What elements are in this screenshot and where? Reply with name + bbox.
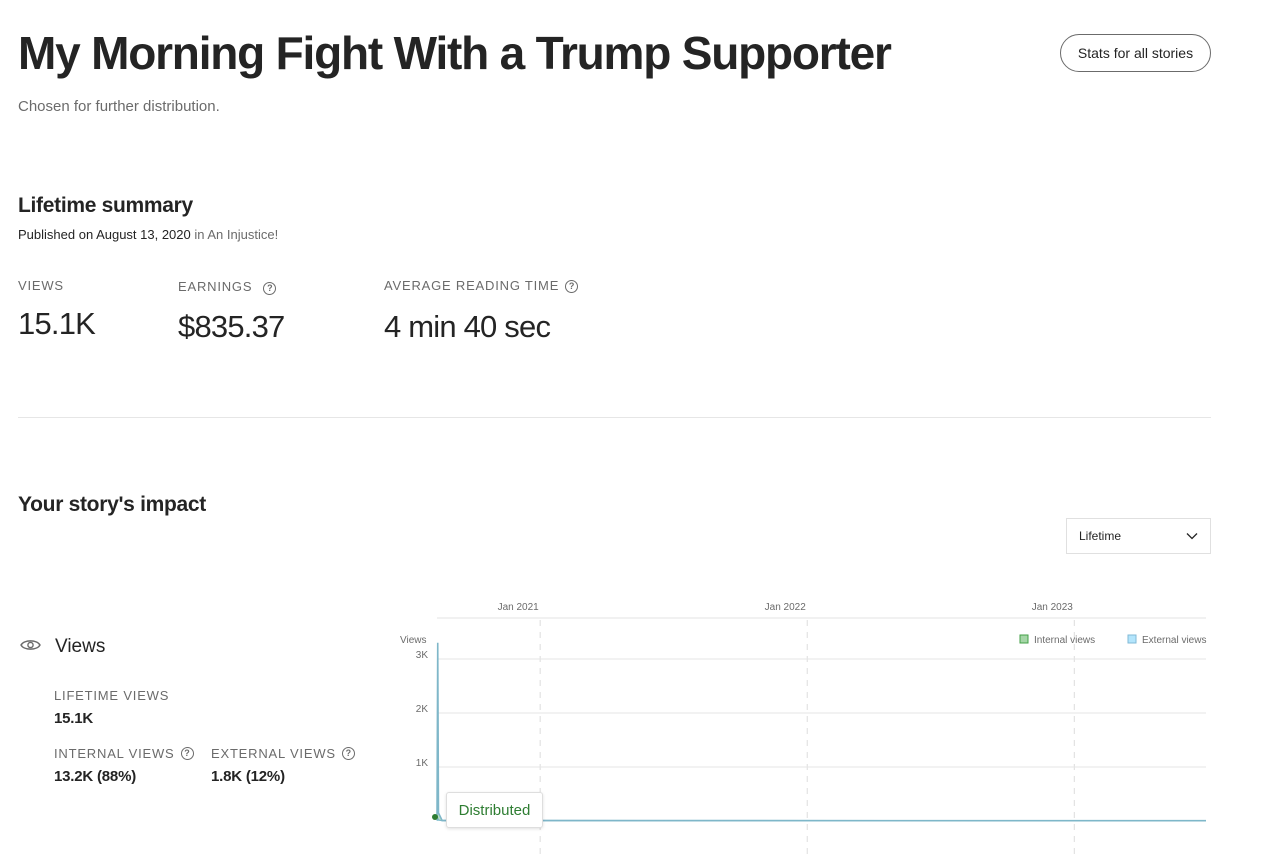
story-impact-heading: Your story's impact [18, 493, 206, 516]
period-select-value: Lifetime [1079, 529, 1122, 543]
legend-internal-views-swatch [1019, 634, 1029, 644]
views-title: Views [55, 636, 106, 657]
y-tick-label: 2K [416, 704, 429, 715]
internal-views-label-text: INTERNAL VIEWS [54, 746, 175, 761]
help-icon[interactable]: ? [341, 747, 355, 760]
internal-views-area [437, 642, 1206, 821]
story-title: My Morning Fight With a Trump Supporter [18, 27, 892, 79]
external-views-value: 1.8K (12%) [211, 768, 285, 785]
earnings-metric-label: EARNINGS? [178, 278, 277, 295]
views-label-text: VIEWS [18, 278, 64, 293]
views-section-header: Views [20, 636, 105, 658]
earnings-metric-value: $835.37 [178, 309, 285, 344]
chevron-down-icon [1186, 529, 1198, 543]
external-views-label: EXTERNAL VIEWS? [211, 746, 355, 761]
x-tick-label: Jan 2022 [765, 602, 807, 613]
section-divider [18, 417, 1211, 418]
external-views-line [436, 815, 1207, 822]
lifetime-views-value: 15.1K [54, 710, 94, 727]
internal-views-line [436, 642, 1207, 822]
stats-for-all-stories-button[interactable]: Stats for all stories [1060, 34, 1211, 72]
distribution-status: Chosen for further distribution. [18, 98, 220, 115]
help-icon[interactable]: ? [565, 280, 579, 293]
legend-external-views: External views [1142, 635, 1206, 646]
distributed-marker [432, 814, 438, 820]
views-metric-label: VIEWS [18, 278, 64, 293]
eye-icon [20, 638, 41, 657]
reading-time-metric-label: AVERAGE READING TIME? [384, 278, 579, 293]
y-axis-label: Views [400, 635, 427, 646]
reading-time-label-text: AVERAGE READING TIME [384, 278, 560, 293]
y-tick-label: 3K [416, 650, 429, 661]
external-views-label-text: EXTERNAL VIEWS [211, 746, 336, 761]
distributed-tooltip: Distributed [446, 792, 543, 828]
x-tick-label: Jan 2023 [1032, 602, 1074, 613]
internal-views-value: 13.2K (88%) [54, 768, 137, 785]
reading-time-metric-value: 4 min 40 sec [384, 309, 551, 344]
help-icon[interactable]: ? [180, 747, 194, 760]
y-tick-label: 1K [416, 758, 429, 769]
period-select[interactable]: Lifetime [1066, 518, 1211, 554]
x-tick-label: Jan 2021 [498, 602, 540, 613]
published-info: Published on August 13, 2020 in An Injus… [18, 227, 278, 242]
publication-link[interactable]: in An Injustice! [190, 227, 279, 242]
views-chart[interactable]: Jan 2021 Jan 2022 Jan 2023 Views 3K 2K 1K Inter… [390, 590, 1220, 859]
earnings-label-text: EARNINGS [178, 279, 253, 294]
internal-views-label: INTERNAL VIEWS? [54, 746, 194, 761]
lifetime-summary-heading: Lifetime summary [18, 194, 193, 217]
legend-external-views-swatch [1127, 634, 1137, 644]
lifetime-views-label: LIFETIME VIEWS [54, 688, 170, 703]
legend-internal-views: Internal views [1034, 635, 1095, 646]
views-metric-value: 15.1K [18, 306, 96, 341]
help-icon[interactable]: ? [263, 282, 277, 295]
published-date: Published on August 13, 2020 [18, 227, 191, 242]
